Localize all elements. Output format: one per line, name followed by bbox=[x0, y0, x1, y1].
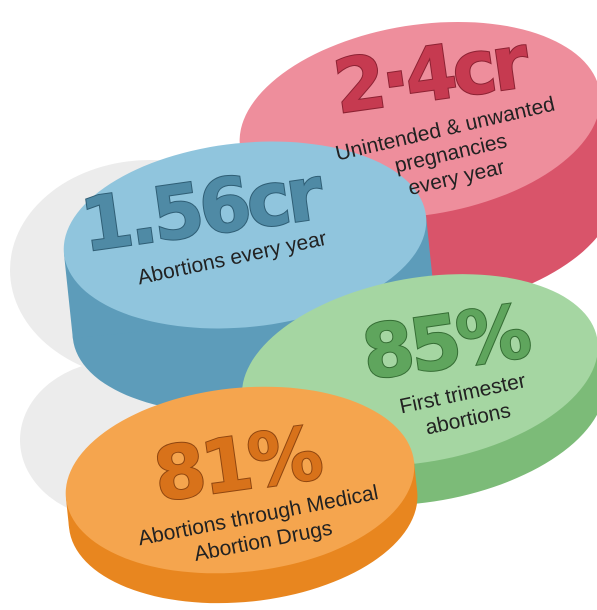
blue-slab bbox=[63, 141, 436, 413]
orange-slab bbox=[65, 386, 418, 604]
